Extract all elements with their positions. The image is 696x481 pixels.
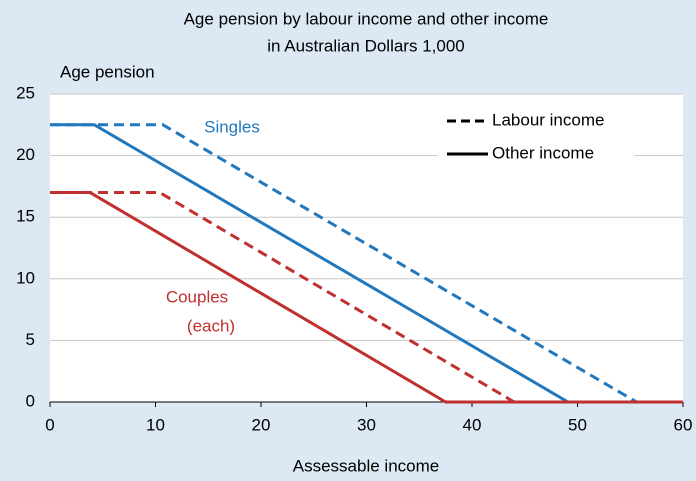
y-tick-label: 15 [16, 207, 35, 226]
x-tick-label: 40 [463, 415, 482, 434]
y-tick-label: 5 [26, 330, 35, 349]
annotation: (each) [187, 316, 235, 335]
y-tick-label: 20 [16, 145, 35, 164]
legend-box [438, 106, 634, 170]
y-tick-label: 10 [16, 268, 35, 287]
x-tick-label: 10 [146, 415, 165, 434]
y-tick-label: 0 [26, 391, 35, 410]
x-tick-label: 20 [252, 415, 271, 434]
x-axis-label: Assessable income [293, 456, 439, 475]
y-axis-label: Age pension [60, 62, 155, 81]
annotation: Couples [166, 287, 228, 306]
annotation: Singles [204, 117, 260, 136]
series-line [50, 191, 683, 404]
legend-label: Other income [492, 143, 594, 162]
x-tick-label: 50 [568, 415, 587, 434]
series-line [50, 191, 683, 404]
y-tick-label: 25 [16, 83, 35, 102]
legend-label: Labour income [492, 110, 604, 129]
x-tick-label: 0 [45, 415, 54, 434]
chart-title: in Australian Dollars 1,000 [267, 36, 465, 55]
series-line [50, 123, 683, 404]
chart-title: Age pension by labour income and other i… [184, 9, 549, 28]
x-tick-label: 60 [674, 415, 693, 434]
x-tick-label: 30 [357, 415, 376, 434]
